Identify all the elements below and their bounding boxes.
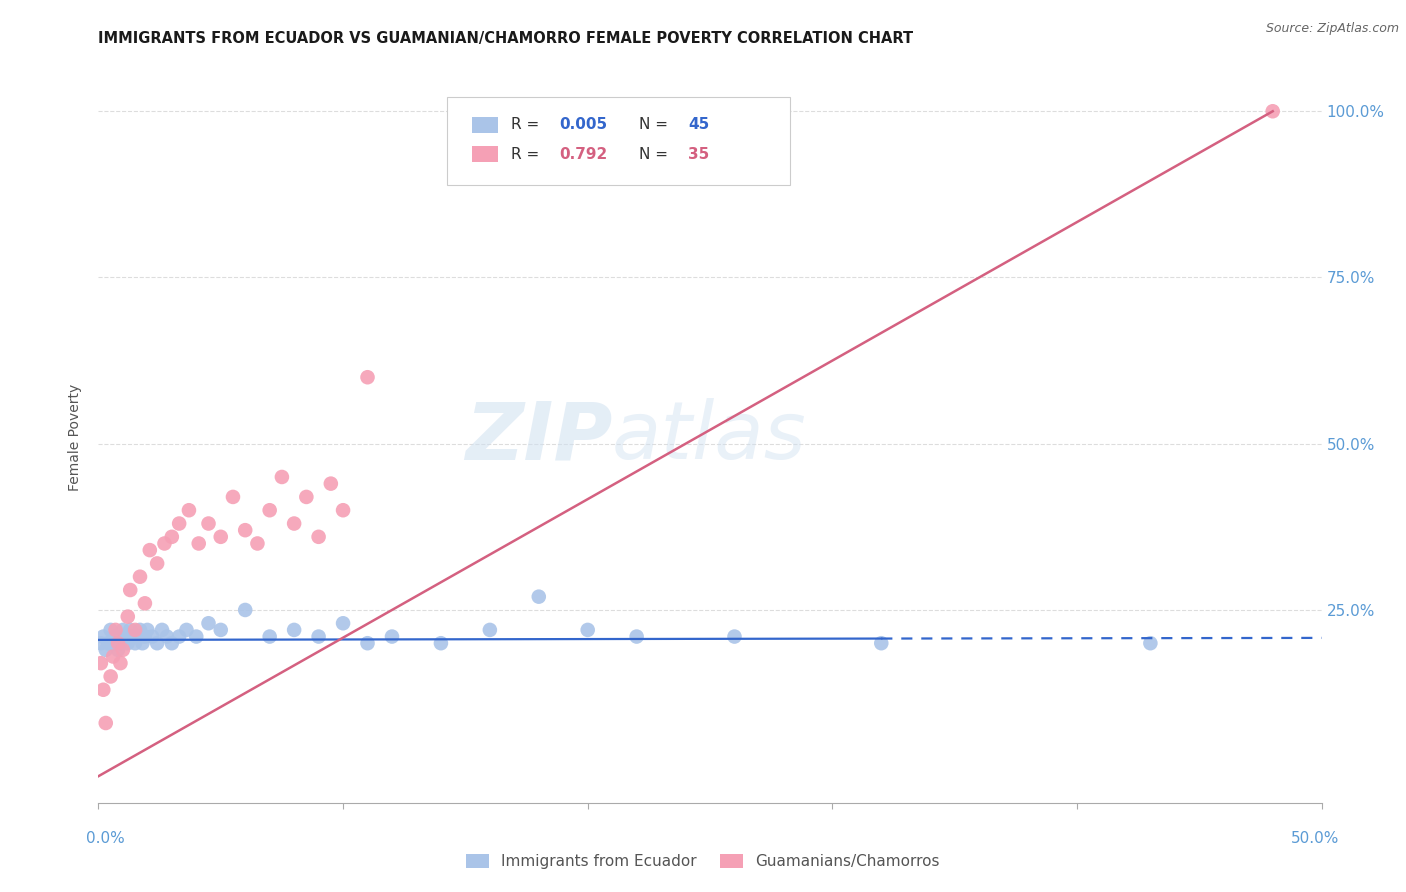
Point bbox=[117, 636, 139, 650]
Point bbox=[270, 470, 294, 484]
Text: IMMIGRANTS FROM ECUADOR VS GUAMANIAN/CHAMORRO FEMALE POVERTY CORRELATION CHART: IMMIGRANTS FROM ECUADOR VS GUAMANIAN/CHA… bbox=[98, 31, 914, 46]
Point bbox=[209, 530, 232, 544]
Text: N =: N = bbox=[640, 117, 673, 132]
Text: 35: 35 bbox=[688, 146, 709, 161]
Point bbox=[150, 623, 173, 637]
Point bbox=[177, 503, 200, 517]
Point bbox=[209, 623, 232, 637]
Text: N =: N = bbox=[640, 146, 673, 161]
Point bbox=[120, 623, 142, 637]
Point bbox=[160, 636, 183, 650]
Point bbox=[197, 516, 219, 531]
Point bbox=[107, 643, 129, 657]
Point bbox=[527, 590, 550, 604]
Point bbox=[356, 636, 378, 650]
Point bbox=[156, 630, 179, 644]
Point bbox=[97, 636, 120, 650]
Point bbox=[129, 623, 152, 637]
Point bbox=[124, 623, 146, 637]
Legend: Immigrants from Ecuador, Guamanians/Chamorros: Immigrants from Ecuador, Guamanians/Cham… bbox=[460, 848, 946, 875]
Point bbox=[356, 370, 378, 384]
Point bbox=[107, 636, 129, 650]
Point bbox=[117, 609, 139, 624]
Point bbox=[295, 490, 318, 504]
Text: 45: 45 bbox=[688, 117, 709, 132]
Point bbox=[1261, 104, 1284, 119]
Point bbox=[110, 656, 132, 670]
Point bbox=[478, 623, 501, 637]
Point bbox=[100, 623, 122, 637]
Text: Source: ZipAtlas.com: Source: ZipAtlas.com bbox=[1265, 22, 1399, 36]
Point bbox=[197, 616, 219, 631]
Text: R =: R = bbox=[510, 117, 544, 132]
Point bbox=[94, 643, 117, 657]
FancyBboxPatch shape bbox=[447, 97, 790, 185]
Point bbox=[90, 656, 112, 670]
Point bbox=[114, 630, 136, 644]
Point bbox=[1139, 636, 1161, 650]
Text: 50.0%: 50.0% bbox=[1291, 831, 1339, 846]
Point bbox=[381, 630, 404, 644]
Point bbox=[308, 630, 330, 644]
Point bbox=[870, 636, 893, 650]
Point bbox=[332, 503, 354, 517]
Text: 0.005: 0.005 bbox=[560, 117, 607, 132]
Point bbox=[100, 669, 122, 683]
Point bbox=[134, 596, 156, 610]
Point bbox=[723, 630, 745, 644]
Text: ZIP: ZIP bbox=[465, 398, 612, 476]
Point bbox=[90, 636, 112, 650]
Point bbox=[259, 630, 281, 644]
Point bbox=[233, 523, 256, 537]
Point bbox=[332, 616, 354, 631]
Point bbox=[246, 536, 269, 550]
Point bbox=[127, 630, 149, 644]
Point bbox=[134, 630, 156, 644]
FancyBboxPatch shape bbox=[471, 117, 498, 133]
Point bbox=[131, 636, 153, 650]
Point bbox=[129, 570, 152, 584]
Text: atlas: atlas bbox=[612, 398, 807, 476]
Point bbox=[146, 636, 169, 650]
Point bbox=[626, 630, 648, 644]
Point bbox=[111, 623, 134, 637]
Point bbox=[104, 623, 127, 637]
Point bbox=[259, 503, 281, 517]
Point bbox=[101, 649, 124, 664]
Point bbox=[120, 582, 142, 597]
Point bbox=[91, 682, 114, 697]
Point bbox=[576, 623, 599, 637]
Point bbox=[167, 630, 190, 644]
Point bbox=[283, 516, 305, 531]
Point bbox=[319, 476, 342, 491]
Point bbox=[153, 536, 176, 550]
Point bbox=[176, 623, 198, 637]
Point bbox=[101, 636, 124, 650]
Point bbox=[111, 643, 134, 657]
Point bbox=[430, 636, 453, 650]
FancyBboxPatch shape bbox=[471, 146, 498, 162]
Point bbox=[283, 623, 305, 637]
Point bbox=[91, 630, 114, 644]
Point bbox=[146, 557, 169, 571]
Point bbox=[110, 636, 132, 650]
Point bbox=[141, 630, 163, 644]
Point bbox=[124, 636, 146, 650]
Point bbox=[136, 623, 159, 637]
Text: R =: R = bbox=[510, 146, 544, 161]
Point bbox=[222, 490, 245, 504]
Point bbox=[167, 516, 190, 531]
Text: 0.792: 0.792 bbox=[560, 146, 607, 161]
Point bbox=[160, 530, 183, 544]
Y-axis label: Female Poverty: Female Poverty bbox=[69, 384, 83, 491]
Point bbox=[94, 716, 117, 731]
Text: 0.0%: 0.0% bbox=[86, 831, 125, 846]
Point bbox=[121, 630, 143, 644]
Point bbox=[186, 630, 208, 644]
Point bbox=[308, 530, 330, 544]
Point bbox=[187, 536, 209, 550]
Point bbox=[104, 630, 127, 644]
Point bbox=[139, 543, 162, 558]
Point bbox=[233, 603, 256, 617]
